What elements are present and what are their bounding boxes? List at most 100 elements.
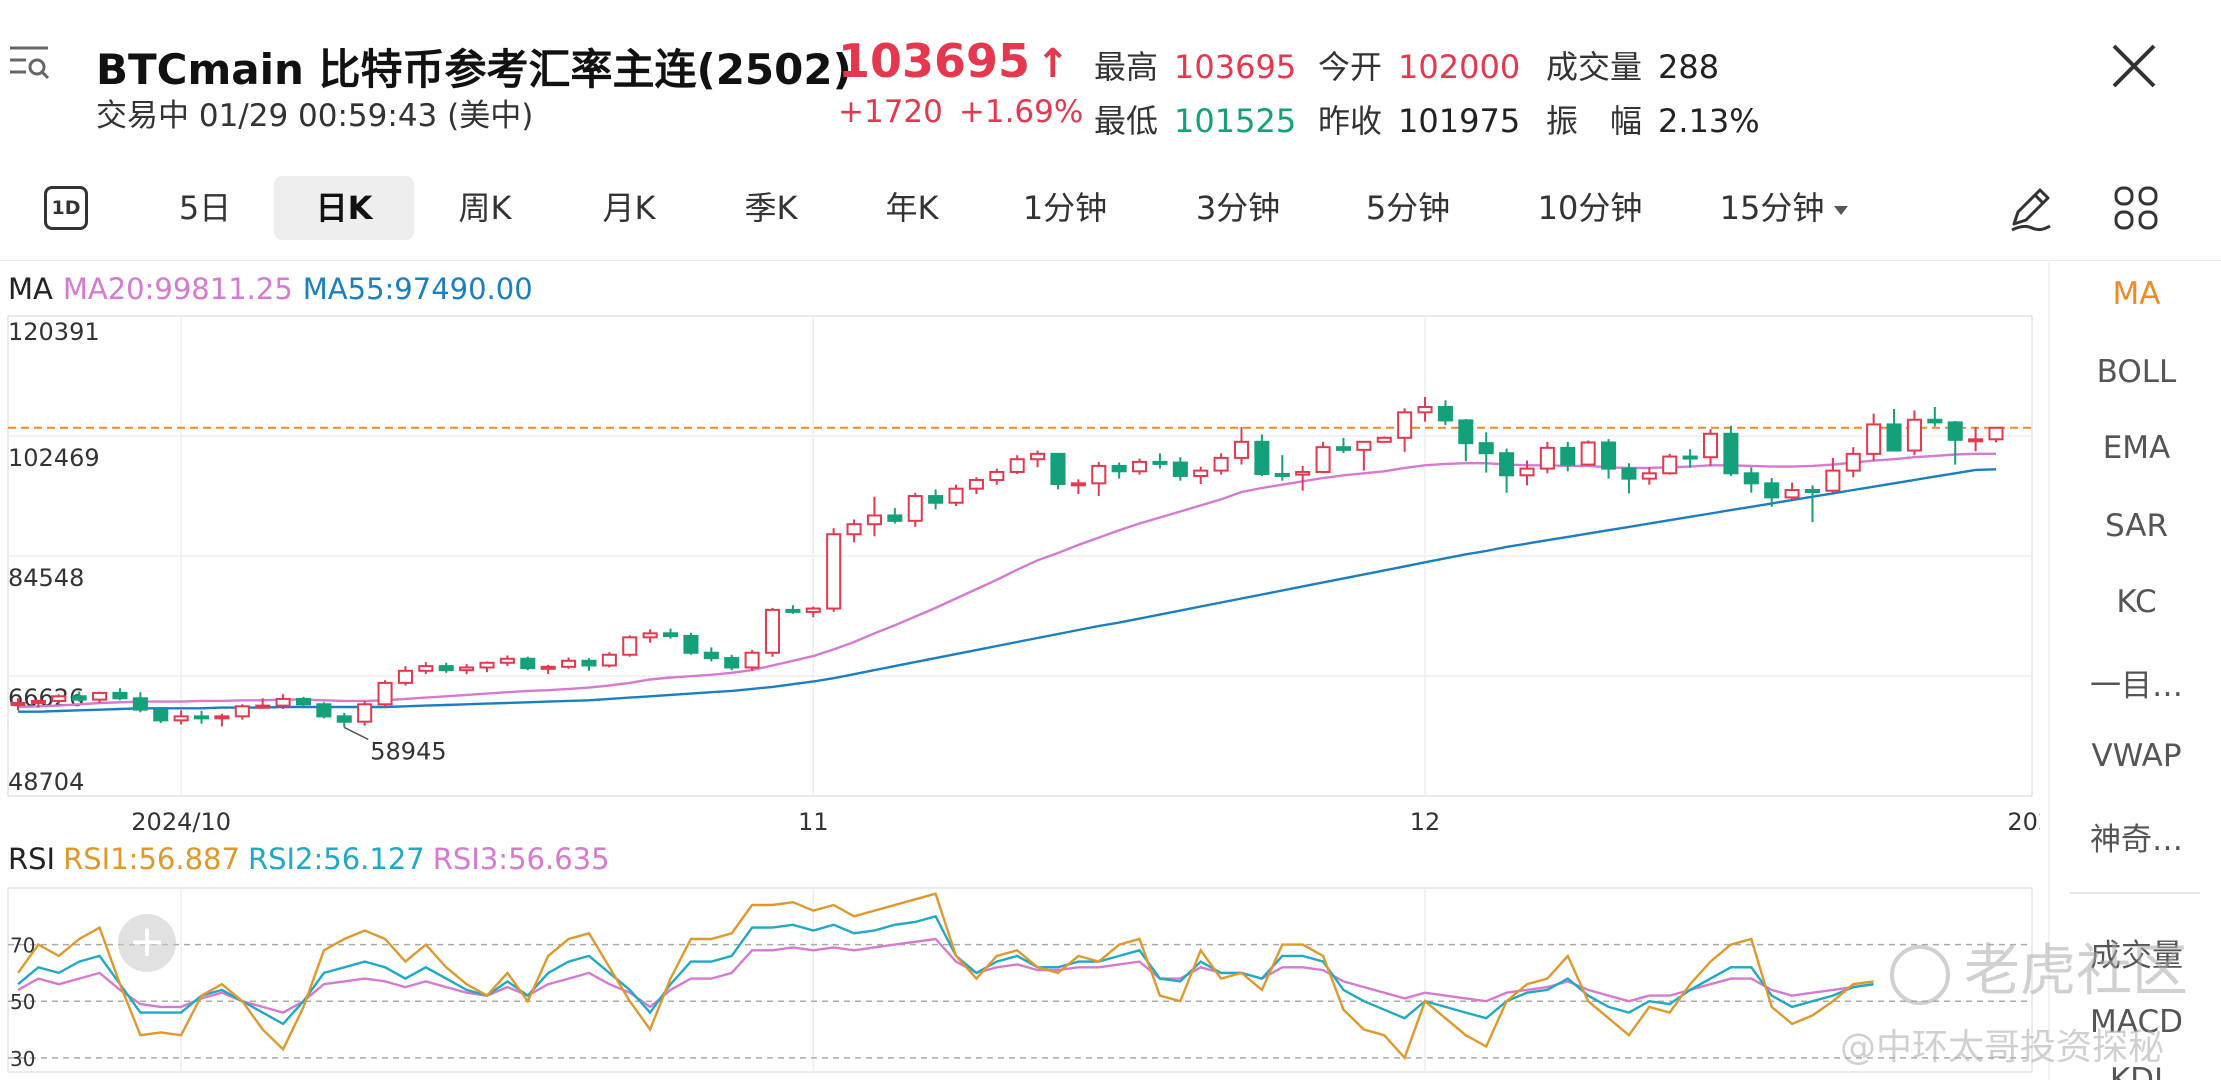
candle-body: [540, 665, 556, 670]
indicator-magic[interactable]: 神奇…: [2090, 822, 2183, 858]
candlestick: [683, 632, 699, 655]
candlestick: [520, 656, 536, 671]
candlestick: [418, 662, 434, 675]
tab-3-minute[interactable]: 3分钟: [1195, 189, 1281, 227]
candle-body: [1111, 464, 1127, 473]
candlestick: [846, 519, 862, 543]
candlestick: [132, 692, 148, 713]
candlestick: [989, 468, 1005, 485]
y-tick-label: 102469: [8, 444, 100, 472]
pen-draw-icon[interactable]: [2004, 182, 2056, 234]
grid-layout-icon[interactable]: [2112, 184, 2160, 232]
candlestick: [1091, 461, 1107, 497]
indicator-ma[interactable]: MA: [2112, 276, 2161, 312]
candlestick: [1274, 455, 1290, 481]
indicator-kc[interactable]: KC: [2116, 584, 2157, 620]
candlestick: [1886, 409, 1902, 452]
rsi-legend[interactable]: RSI RSI1:56.887 RSI2:56.127 RSI3:56.635: [8, 842, 610, 876]
candle-body: [989, 470, 1005, 481]
tabs-divider: [0, 260, 2221, 261]
indicator-ema[interactable]: EMA: [2102, 430, 2171, 466]
candle-body: [1784, 489, 1800, 499]
tab-monthly-k[interactable]: 月K: [602, 189, 656, 227]
watermark-author: @中环太哥投资探秘: [1840, 1027, 2165, 1068]
candle-body: [71, 695, 87, 701]
candlestick: [30, 699, 46, 708]
candle-body: [1968, 438, 1984, 443]
add-indicator-button[interactable]: +: [118, 914, 176, 972]
candlestick: [561, 657, 577, 669]
candle-body: [255, 704, 271, 709]
candle-body: [1009, 458, 1025, 473]
indicator-vwap[interactable]: VWAP: [2091, 738, 2182, 774]
candle-body: [1050, 452, 1066, 486]
tab-5-minute[interactable]: 5分钟: [1365, 189, 1451, 227]
candle-body: [1804, 489, 1820, 494]
candlestick: [397, 666, 413, 686]
tab-5-day[interactable]: 5日: [178, 189, 232, 227]
candle-body: [1764, 482, 1780, 499]
watermark-brand: 老虎社区: [1890, 926, 2188, 1007]
indicator-ichimoku[interactable]: 一目…: [2090, 668, 2183, 704]
tab-10-minute[interactable]: 10分钟: [1537, 189, 1643, 227]
candle-body: [1499, 452, 1515, 477]
candle-body: [1539, 446, 1555, 470]
candle-body: [1723, 432, 1739, 475]
candlestick: [540, 664, 556, 675]
stat-open: 今开 102000: [1318, 48, 1521, 86]
tab-yearly-k[interactable]: 年K: [885, 189, 939, 227]
tiger-logo-icon: [1890, 944, 1950, 1005]
rsi3-line: [17, 937, 1874, 1014]
candlestick: [479, 661, 495, 673]
watermark-brand-text: 老虎社区: [1964, 939, 2188, 1004]
candle-body: [1213, 456, 1229, 472]
menu-list-icon[interactable]: [6, 40, 52, 86]
candle-body: [1233, 440, 1250, 459]
candle-body: [1825, 469, 1841, 492]
indicator-macd[interactable]: MACD: [2090, 1004, 2183, 1040]
candlestick: [1601, 439, 1617, 479]
period-tabs: 1D 5日 日K 周K 月K 季K 年K 1分钟 3分钟 5分钟 10分钟 15…: [0, 168, 2221, 248]
ma-legend-title: MA: [8, 272, 53, 306]
indicator-divider: [2070, 892, 2200, 894]
candle-body: [1132, 460, 1148, 473]
tab-1d-icon[interactable]: 1D: [44, 186, 88, 230]
up-arrow-icon: ↑: [1036, 41, 1070, 87]
ma-legend[interactable]: MA MA20:99811.25 MA55:97490.00: [8, 272, 533, 306]
ma55-line: [18, 468, 1997, 713]
candlestick: [724, 654, 740, 671]
indicator-volume[interactable]: 成交量: [2090, 938, 2183, 974]
candlestick: [316, 702, 332, 719]
candlestick: [234, 704, 250, 720]
candle-body: [826, 533, 842, 610]
candlestick: [1070, 479, 1086, 495]
tab-1-minute[interactable]: 1分钟: [1022, 189, 1108, 227]
tab-weekly-k[interactable]: 周K: [458, 189, 512, 227]
tab-15-minute[interactable]: 15分钟: [1704, 176, 1864, 240]
candlestick: [826, 528, 842, 612]
candlestick: [459, 664, 475, 675]
candle-body: [764, 608, 781, 654]
candle-body: [92, 691, 108, 701]
indicator-sar[interactable]: SAR: [2105, 508, 2168, 544]
candle-body: [173, 715, 189, 722]
indicator-boll[interactable]: BOLL: [2096, 354, 2177, 390]
candlestick: [1458, 419, 1474, 462]
candle-body: [1172, 461, 1188, 477]
tab-quarterly-k[interactable]: 季K: [744, 189, 798, 227]
candlestick: [1478, 432, 1494, 473]
candle-body: [724, 657, 740, 669]
candlestick: [1397, 408, 1413, 452]
tab-daily-k[interactable]: 日K: [274, 176, 414, 240]
candle-body: [1356, 440, 1372, 451]
candle-body: [1478, 442, 1494, 455]
candlestick: [295, 696, 312, 707]
tab-15-minute-label: 15分钟: [1719, 189, 1825, 227]
indicator-kdj[interactable]: KDJ: [2109, 1062, 2164, 1080]
candlestick: [1866, 413, 1882, 461]
change-percent: +1.69%: [958, 94, 1084, 130]
close-icon[interactable]: [2106, 38, 2162, 94]
candle-body: [418, 665, 434, 672]
